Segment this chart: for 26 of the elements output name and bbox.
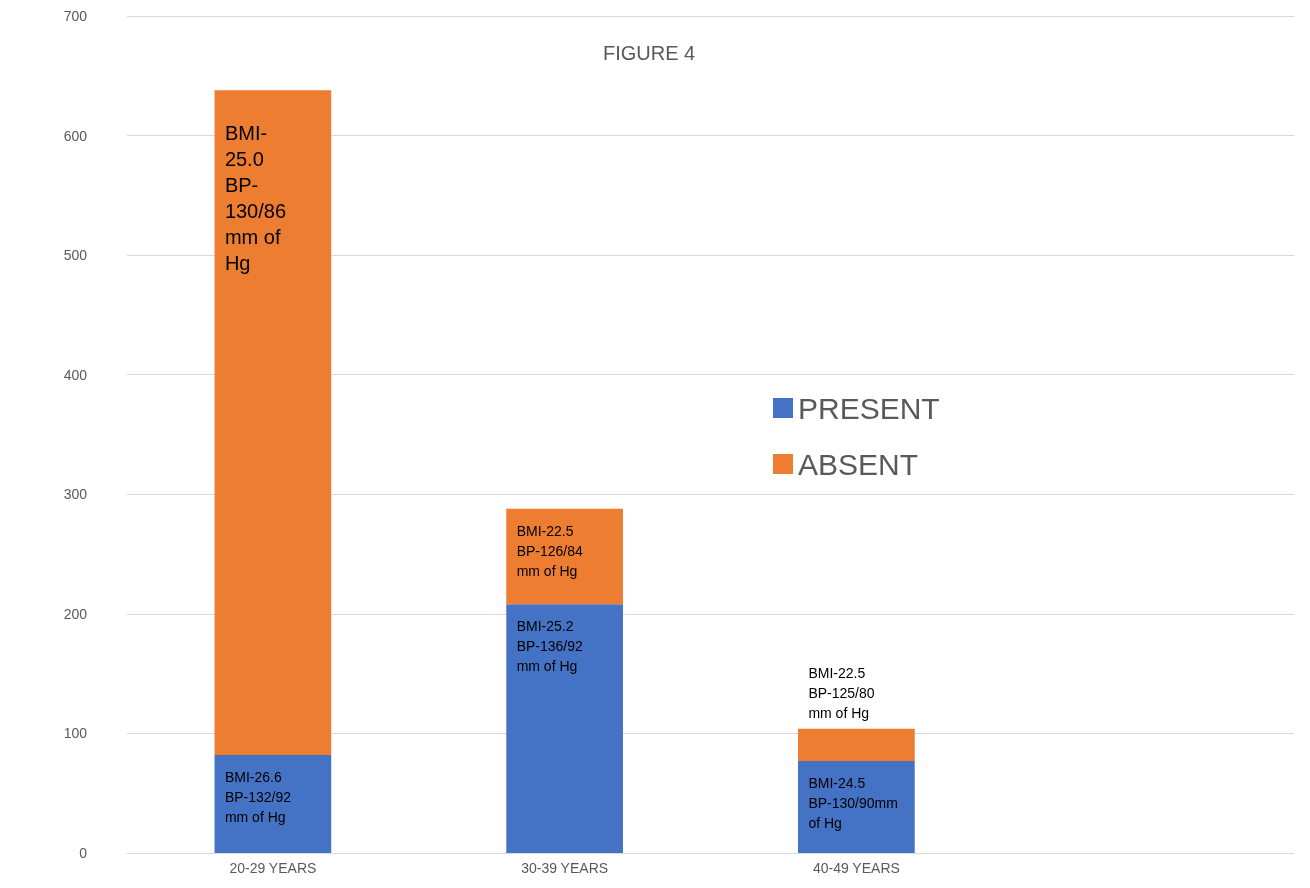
y-tick-label: 400 [63, 366, 88, 383]
y-tick-label: 600 [63, 127, 88, 144]
bar [506, 508, 623, 605]
y-tick-label: 0 [79, 845, 88, 861]
annotation: BMI-25.2 BP-136/92 mm of Hg [516, 618, 583, 675]
bar [214, 90, 332, 755]
text: FIGURE 4 [603, 42, 696, 64]
legend-label: PRESENT [798, 391, 940, 425]
bar [214, 754, 332, 853]
annotation: BMI-24.5 BP-130/90mm of Hg [808, 774, 898, 831]
x-tick-label: 40-49 YEARS [812, 860, 900, 876]
annotation: BMI-22.5 BP-125/80 mm of Hg [808, 664, 875, 721]
x-tick-label: 30-39 YEARS [521, 860, 609, 876]
bar [798, 728, 915, 761]
annotation: BMI-26.6 BP-132/92 mm of Hg [224, 768, 292, 825]
annotation: BMI- 25.0 BP- 130/86 mm of Hg [224, 122, 287, 275]
y-tick-label: 100 [63, 725, 88, 742]
bar [798, 760, 915, 853]
legend-label: ABSENT [798, 447, 919, 481]
y-tick-label: 300 [63, 486, 88, 503]
bar [506, 604, 623, 853]
y-tick-label: 500 [63, 247, 88, 264]
annotation: BMI-22.5 BP-126/84 mm of Hg [516, 522, 583, 579]
x-tick-label: 20-29 YEARS [229, 860, 317, 876]
y-tick-label: 200 [63, 605, 88, 622]
y-tick-label: 700 [63, 8, 88, 24]
